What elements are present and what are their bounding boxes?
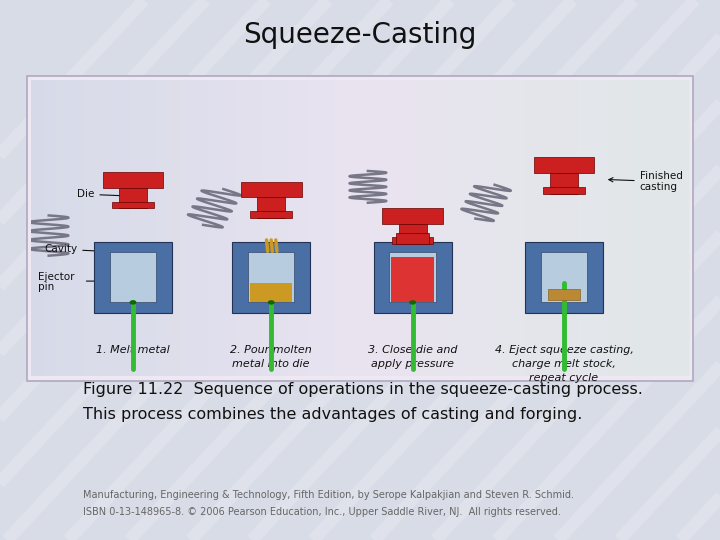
Circle shape	[130, 300, 136, 305]
Polygon shape	[102, 172, 163, 188]
Text: 2. Pour molten: 2. Pour molten	[230, 345, 312, 355]
Polygon shape	[232, 242, 310, 313]
Polygon shape	[94, 242, 172, 313]
Text: Die: Die	[77, 189, 135, 199]
Polygon shape	[240, 181, 302, 197]
Polygon shape	[543, 187, 585, 194]
Polygon shape	[534, 158, 595, 173]
Text: ISBN 0-13-148965-8. © 2006 Pearson Education, Inc., Upper Saddle River, NJ.  All: ISBN 0-13-148965-8. © 2006 Pearson Educa…	[83, 507, 561, 517]
Text: metal into die: metal into die	[233, 359, 310, 369]
FancyBboxPatch shape	[27, 76, 693, 381]
Polygon shape	[250, 284, 292, 302]
Polygon shape	[550, 173, 578, 194]
Circle shape	[268, 300, 274, 305]
Polygon shape	[119, 188, 147, 208]
Polygon shape	[399, 224, 426, 244]
Text: This process combines the advantages of casting and forging.: This process combines the advantages of …	[83, 407, 582, 422]
Polygon shape	[112, 202, 154, 208]
Polygon shape	[248, 252, 294, 302]
Text: Figure 11.22  Sequence of operations in the squeeze-casting process.: Figure 11.22 Sequence of operations in t…	[83, 382, 643, 397]
Text: Squeeze-Casting: Squeeze-Casting	[243, 21, 477, 49]
Text: Manufacturing, Engineering & Technology, Fifth Edition, by Serope Kalpakjian and: Manufacturing, Engineering & Technology,…	[83, 489, 574, 500]
Text: 3. Close die and: 3. Close die and	[368, 345, 457, 355]
Polygon shape	[390, 252, 436, 302]
Text: Ejector: Ejector	[37, 272, 74, 282]
Text: Finished
casting: Finished casting	[609, 171, 683, 192]
Polygon shape	[251, 211, 292, 218]
Polygon shape	[548, 289, 580, 300]
Polygon shape	[525, 242, 603, 313]
Text: charge melt stock,: charge melt stock,	[512, 359, 616, 369]
Circle shape	[409, 300, 416, 305]
Polygon shape	[397, 233, 429, 244]
Polygon shape	[109, 252, 156, 302]
Text: apply pressure: apply pressure	[371, 359, 454, 369]
Text: pin: pin	[37, 282, 54, 293]
Polygon shape	[392, 238, 433, 244]
Polygon shape	[382, 208, 443, 224]
Polygon shape	[257, 197, 285, 218]
Text: repeat cycle: repeat cycle	[529, 373, 598, 383]
Text: 1. Melt metal: 1. Melt metal	[96, 345, 170, 355]
Polygon shape	[374, 242, 451, 313]
Polygon shape	[541, 252, 588, 302]
Text: 4. Eject squeeze casting,: 4. Eject squeeze casting,	[495, 345, 634, 355]
Text: Cavity: Cavity	[44, 244, 104, 254]
Polygon shape	[391, 257, 434, 302]
